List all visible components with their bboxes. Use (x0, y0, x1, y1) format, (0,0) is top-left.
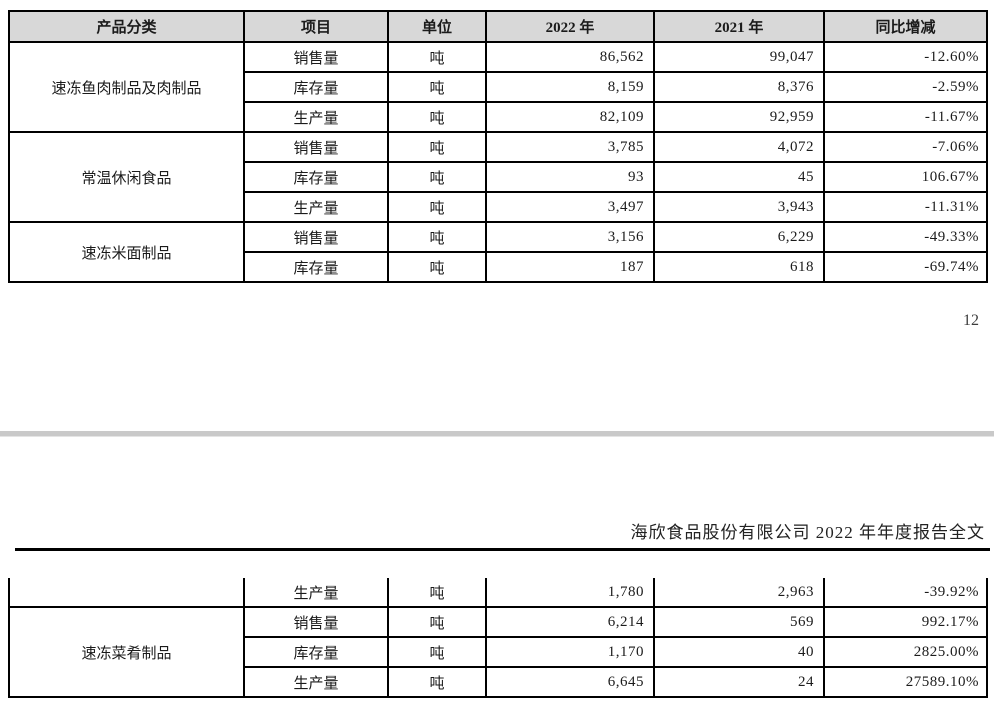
page-number: 12 (963, 312, 979, 329)
col-header-yoy: 同比增减 (823, 10, 988, 43)
item-cell: 库存量 (243, 636, 389, 668)
table-row: 生产量 吨 82,109 92,959 -11.67% (9, 101, 988, 133)
col-header-2021: 2021 年 (653, 10, 825, 43)
table-row: 速冻米面制品 销售量 吨 3,156 6,229 -49.33% (8, 221, 988, 283)
item-cell: 销售量 (243, 606, 389, 638)
value-2021-cell: 8,376 (653, 71, 825, 103)
category-cell (8, 578, 245, 608)
category-cell: 速冻米面制品 (8, 221, 245, 283)
value-2021-cell: 92,959 (653, 101, 825, 133)
item-cell: 销售量 (243, 131, 389, 163)
category-cell: 常温休闲食品 (8, 131, 245, 223)
value-2022-cell: 3,785 (485, 131, 655, 163)
value-2021-cell: 4,072 (653, 131, 825, 163)
value-2021-cell: 99,047 (653, 41, 825, 73)
unit-cell: 吨 (387, 101, 487, 133)
table-row: 生产量 吨 6,645 24 27589.10% (9, 666, 988, 698)
col-header-2022: 2022 年 (485, 10, 655, 43)
value-2021-cell: 40 (653, 636, 825, 668)
table-row: 速冻鱼肉制品及肉制品 销售量 吨 86,562 99,047 -12.60% (8, 41, 988, 133)
value-2021-cell: 45 (653, 161, 825, 193)
value-2022-cell: 86,562 (485, 41, 655, 73)
value-2021-cell: 24 (653, 666, 825, 698)
table-header-row: 产品分类 项目 单位 2022 年 2021 年 同比增减 (8, 10, 988, 43)
yoy-cell: -11.67% (823, 101, 988, 133)
table-row: 库存量 吨 8,159 8,376 -2.59% (9, 71, 988, 103)
yoy-cell: 27589.10% (823, 666, 988, 698)
unit-cell: 吨 (387, 578, 487, 608)
unit-cell: 吨 (387, 41, 487, 73)
value-2022-cell: 187 (485, 251, 655, 283)
value-2021-cell: 3,943 (653, 191, 825, 223)
value-2021-cell: 569 (653, 606, 825, 638)
table-row: 生产量 吨 3,497 3,943 -11.31% (9, 191, 988, 223)
yoy-cell: -11.31% (823, 191, 988, 223)
value-2022-cell: 8,159 (485, 71, 655, 103)
unit-cell: 吨 (387, 191, 487, 223)
value-2021-cell: 2,963 (653, 578, 825, 608)
yoy-cell: 2825.00% (823, 636, 988, 668)
product-volume-table-page12: 产品分类 项目 单位 2022 年 2021 年 同比增减 速冻鱼肉制品及肉制品… (8, 10, 988, 283)
report-header-title: 海欣食品股份有限公司 2022 年年度报告全文 (630, 523, 985, 542)
table-row: 生产量 吨 1,780 2,963 -39.92% (8, 578, 988, 608)
value-2022-cell: 93 (485, 161, 655, 193)
item-cell: 生产量 (243, 666, 389, 698)
page-break-divider (0, 431, 994, 437)
yoy-cell: -39.92% (823, 578, 988, 608)
value-2022-cell: 6,214 (485, 606, 655, 638)
item-cell: 生产量 (243, 578, 389, 608)
table-row: 库存量 吨 93 45 106.67% (9, 161, 988, 193)
table-row: 库存量 吨 187 618 -69.74% (9, 251, 988, 283)
yoy-cell: -2.59% (823, 71, 988, 103)
value-2022-cell: 1,780 (485, 578, 655, 608)
yoy-cell: -7.06% (823, 131, 988, 163)
unit-cell: 吨 (387, 131, 487, 163)
col-header-category: 产品分类 (8, 10, 245, 43)
header-rule (15, 548, 990, 551)
item-cell: 库存量 (243, 251, 389, 283)
yoy-cell: 992.17% (823, 606, 988, 638)
yoy-cell: 106.67% (823, 161, 988, 193)
category-cell: 速冻鱼肉制品及肉制品 (8, 41, 245, 133)
value-2022-cell: 3,497 (485, 191, 655, 223)
value-2022-cell: 1,170 (485, 636, 655, 668)
yoy-cell: -49.33% (823, 221, 988, 253)
item-cell: 生产量 (243, 101, 389, 133)
yoy-cell: -12.60% (823, 41, 988, 73)
table-row: 常温休闲食品 销售量 吨 3,785 4,072 -7.06% (8, 131, 988, 223)
item-cell: 销售量 (243, 41, 389, 73)
unit-cell: 吨 (387, 221, 487, 253)
item-cell: 销售量 (243, 221, 389, 253)
value-2022-cell: 6,645 (485, 666, 655, 698)
value-2021-cell: 6,229 (653, 221, 825, 253)
item-cell: 库存量 (243, 161, 389, 193)
col-header-item: 项目 (243, 10, 389, 43)
col-header-unit: 单位 (387, 10, 487, 43)
category-cell: 速冻菜肴制品 (8, 606, 245, 698)
item-cell: 生产量 (243, 191, 389, 223)
value-2021-cell: 618 (653, 251, 825, 283)
unit-cell: 吨 (387, 251, 487, 283)
unit-cell: 吨 (387, 636, 487, 668)
value-2022-cell: 82,109 (485, 101, 655, 133)
unit-cell: 吨 (387, 606, 487, 638)
unit-cell: 吨 (387, 666, 487, 698)
product-volume-table-continuation: 生产量 吨 1,780 2,963 -39.92% 速冻菜肴制品 销售量 吨 6… (8, 578, 988, 698)
yoy-cell: -69.74% (823, 251, 988, 283)
table-row: 库存量 吨 1,170 40 2825.00% (9, 636, 988, 668)
table-row: 速冻菜肴制品 销售量 吨 6,214 569 992.17% (8, 606, 988, 698)
unit-cell: 吨 (387, 71, 487, 103)
unit-cell: 吨 (387, 161, 487, 193)
value-2022-cell: 3,156 (485, 221, 655, 253)
item-cell: 库存量 (243, 71, 389, 103)
